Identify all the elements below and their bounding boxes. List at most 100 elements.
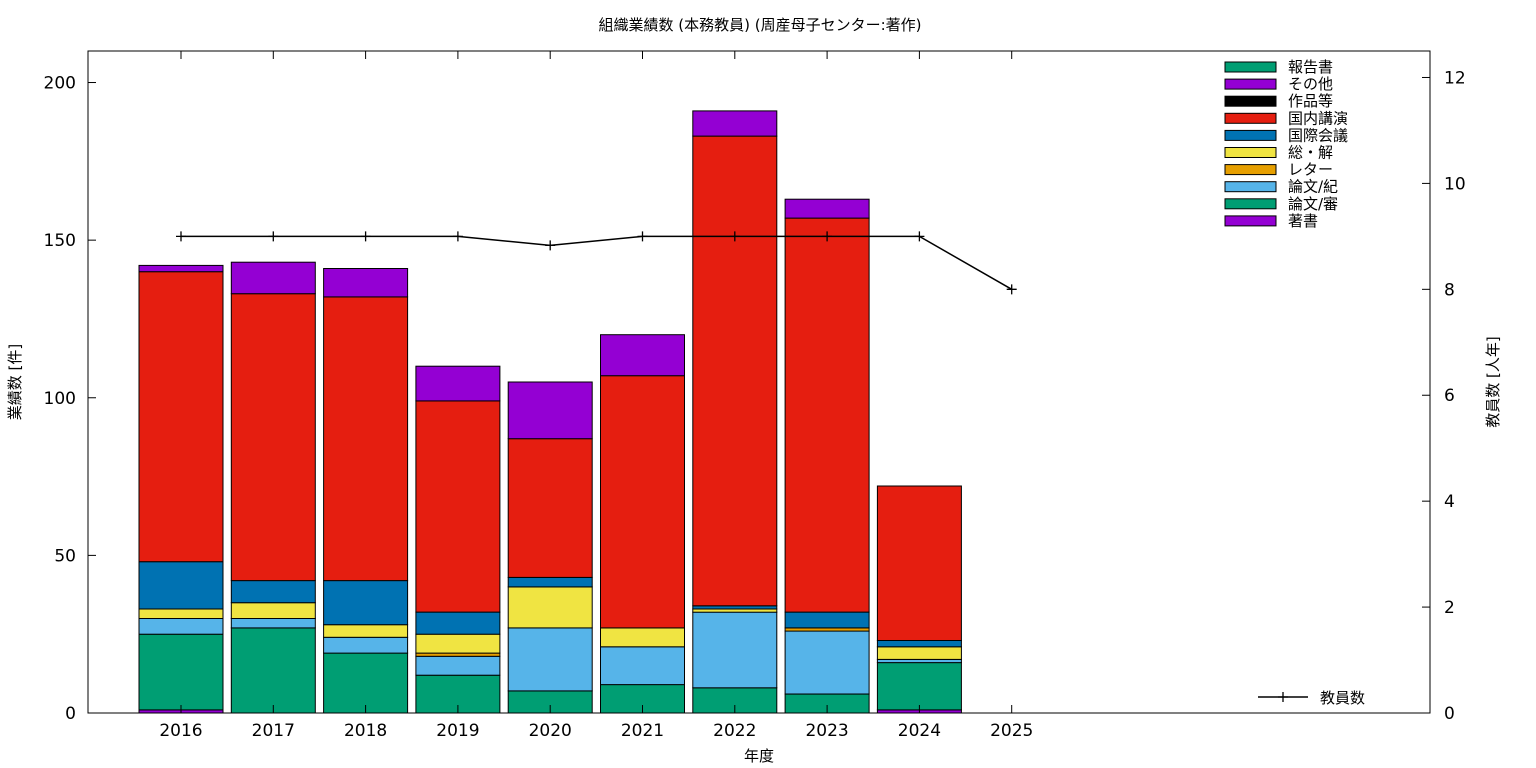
x-tick-label: 2025 [990, 721, 1033, 741]
legend-label: 国内講演 [1288, 109, 1348, 127]
chart-title: 組織業績数 (本務教員) (周産母子センター:著作) [598, 16, 921, 34]
bar-segment [415, 633, 501, 654]
bar-segment [323, 296, 409, 582]
axes-layer: 0 50 100 150 200 0 2 4 6 8 10 12 2016 2017 2018 2019 202… [44, 51, 1466, 741]
line-point [545, 240, 556, 251]
line-point [637, 231, 648, 242]
y2-tick-label: 8 [1444, 280, 1455, 300]
legend-label: 報告書 [1288, 58, 1333, 76]
bar-segment [600, 375, 685, 629]
legend-swatch [1224, 147, 1277, 158]
x-tick-label: 2022 [713, 721, 756, 741]
y-axis-label: 業績数 [件] [6, 344, 24, 420]
y-tick-label: 150 [44, 231, 76, 251]
y2-tick-label: 0 [1444, 704, 1455, 724]
bar-segment [138, 633, 224, 711]
bar-segment [600, 646, 685, 686]
line-series [181, 235, 1013, 290]
legend-swatch [1224, 164, 1277, 176]
bar-segment [876, 646, 962, 660]
bars-layer [138, 110, 962, 714]
bar-segment [876, 640, 962, 648]
legend-swatch [1224, 181, 1277, 193]
bar-segment [507, 381, 593, 440]
y2-tick-label: 12 [1444, 68, 1466, 88]
bar-segment [876, 662, 962, 711]
bar-segment [230, 293, 316, 582]
line-point [822, 231, 833, 242]
legend-line-marker [1278, 692, 1288, 702]
bar-segment [600, 627, 685, 648]
legend-label: 総・解 [1288, 144, 1333, 162]
bar-segment [230, 617, 316, 629]
y-tick-label: 0 [65, 704, 76, 724]
y-tick-label: 100 [44, 389, 76, 409]
legend-label: 国際会議 [1288, 126, 1348, 144]
x-tick-label: 2019 [436, 721, 479, 741]
x-axis-label: 年度 [744, 747, 774, 765]
line-point [268, 231, 279, 242]
y-tick-label: 50 [54, 546, 76, 566]
bar-segment [138, 561, 224, 610]
bar-segment [323, 580, 409, 626]
bar-segment [692, 110, 778, 137]
plot-frame [87, 50, 1431, 714]
y2-tick-label: 4 [1444, 492, 1455, 512]
bar-segment [415, 365, 501, 402]
x-tick-label: 2021 [621, 721, 664, 741]
legend-label: 論文/審 [1288, 195, 1338, 213]
line-point [360, 231, 371, 242]
line-point [176, 231, 186, 242]
legend-label: 著書 [1288, 212, 1318, 230]
legend-swatch [1224, 198, 1277, 210]
x-tick-label: 2016 [159, 721, 202, 741]
bar-segment [415, 655, 501, 676]
legend-label: 作品等 [1288, 92, 1333, 110]
bar-segment [323, 652, 409, 714]
x-tick-label: 2017 [252, 721, 295, 741]
bar-segment [230, 580, 316, 604]
legend-line-label: 教員数 [1320, 689, 1365, 707]
bar-segment [415, 400, 501, 613]
legend-swatch [1224, 61, 1277, 73]
line-point [1006, 284, 1017, 295]
x-tick-label: 2020 [529, 721, 572, 741]
bar-segment [230, 627, 316, 714]
line-point [914, 231, 925, 242]
bar-segment [138, 608, 224, 619]
bar-segment [507, 627, 593, 692]
bar-segment [323, 624, 409, 638]
bar-segment [507, 586, 593, 629]
legend-swatch [1224, 78, 1277, 90]
legend-swatch [1224, 112, 1277, 124]
bar-segment [507, 438, 593, 578]
bar-segment [784, 630, 870, 695]
bar-segment [692, 135, 778, 607]
line-layer [176, 231, 1017, 295]
bar-segment [507, 576, 593, 588]
x-tick-label: 2018 [344, 721, 387, 741]
legend-label: 論文/紀 [1288, 178, 1338, 196]
legend-swatch [1224, 215, 1277, 227]
line-point [729, 231, 740, 242]
bar-segment [138, 271, 224, 563]
bar-segment [138, 264, 224, 273]
y2-tick-label: 10 [1444, 174, 1466, 194]
legend-label: その他 [1288, 75, 1333, 93]
y2-tick-label: 6 [1444, 386, 1455, 406]
bar-segment [784, 198, 870, 219]
bar-segment [600, 334, 685, 377]
bar-segment [230, 261, 316, 295]
legend-swatch [1224, 129, 1277, 141]
y2-tick-label: 2 [1444, 598, 1455, 618]
line-legend: 教員数 [1258, 689, 1365, 707]
bar-segment [784, 217, 870, 613]
bar-segment [692, 611, 778, 689]
x-tick-label: 2023 [805, 721, 848, 741]
bar-segment [323, 268, 409, 298]
bar-segment [415, 611, 501, 635]
bar-segment [230, 602, 316, 620]
line-point [452, 231, 463, 242]
